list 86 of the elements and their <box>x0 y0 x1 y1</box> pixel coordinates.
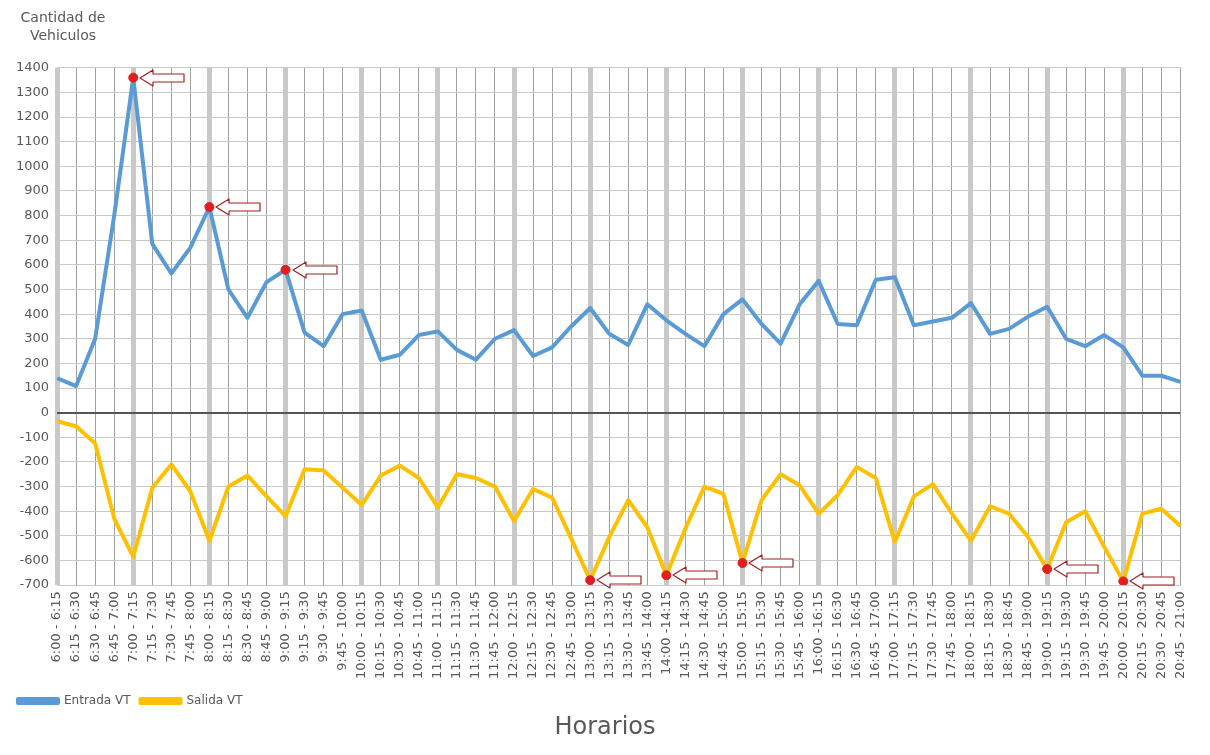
x-tick-label: 7:45 - 8:00 <box>181 591 197 663</box>
y-tick-label: 900 <box>24 182 50 198</box>
x-tick-label: 10:00 - 10:15 <box>353 591 369 680</box>
x-tick-label: 20:00 - 20:15 <box>1114 591 1130 680</box>
y-tick-label: -500 <box>19 527 50 543</box>
x-tick-label: 12:45 - 13:00 <box>562 591 578 680</box>
y-tick-label: -700 <box>19 576 50 592</box>
x-tick-label: 6:00 - 6:15 <box>48 591 64 663</box>
x-tick-label: 15:30 - 15:45 <box>771 591 787 680</box>
y-tick-label: -100 <box>19 428 50 444</box>
x-tick-label: 15:00 - 15:15 <box>733 591 749 680</box>
x-tick-label: 13:45 - 14:00 <box>638 591 654 680</box>
x-tick-label: 6:45 - 7:00 <box>105 591 121 663</box>
x-tick-label: 15:15 - 15:30 <box>752 591 768 680</box>
x-tick-label: 6:30 - 6:45 <box>86 591 102 663</box>
x-tick-label: 18:15 - 18:30 <box>981 591 997 680</box>
y-tick-label: 800 <box>24 206 50 222</box>
y-tick-label: 100 <box>24 379 50 395</box>
x-tick-label: 16:30 - 16:45 <box>848 591 864 680</box>
x-tick-label: 12:00 - 12:15 <box>505 591 521 680</box>
x-tick-label: 16:00 -16:15 <box>810 591 826 675</box>
y-tick-label: -200 <box>19 453 50 469</box>
x-tick-label: 9:45 - 10:00 <box>334 591 350 671</box>
y-tick-label: -600 <box>19 551 50 567</box>
x-tick-label: 19:00 - 19:15 <box>1038 591 1054 680</box>
y-tick-label: 1000 <box>15 157 50 173</box>
y-tick-label: 1400 <box>15 59 50 75</box>
x-tick-label: 13:15 - 13:30 <box>600 591 616 680</box>
x-tick-label: 10:30 - 10:45 <box>391 591 407 680</box>
y-tick-label: -400 <box>19 502 50 518</box>
x-tick-label: 16:15 - 16:30 <box>829 591 845 680</box>
x-tick-label: 13:00 - 13:15 <box>581 591 597 680</box>
y-tick-label: 1200 <box>15 108 50 124</box>
y-tick-label: 700 <box>24 231 50 247</box>
x-tick-label: 16:45 - 17:00 <box>867 591 883 680</box>
x-tick-label: 8:30 - 8:45 <box>238 591 254 663</box>
x-tick-label: 7:00 - 7:15 <box>124 591 140 663</box>
x-tick-label: 18:45 - 19:00 <box>1019 591 1035 680</box>
x-tick-label: 14:45 - 15:00 <box>714 591 730 680</box>
y-tick-label: 200 <box>24 354 50 370</box>
y-tick-label: 600 <box>24 256 50 272</box>
x-tick-label: 18:30 - 18:45 <box>1000 591 1016 680</box>
x-tick-label: 17:45 - 18:00 <box>943 591 959 680</box>
x-tick-label: 8:45 - 9:00 <box>257 591 273 663</box>
y-axis-title: Cantidad de Vehiculos <box>19 8 107 45</box>
x-tick-label: 17:00 - 17:15 <box>886 591 902 680</box>
y-tick-label: 500 <box>24 280 50 296</box>
y-tick-label: 0 <box>40 404 50 420</box>
x-tick-label: 18:00 - 18:15 <box>962 591 978 680</box>
x-tick-label: 17:15 - 17:30 <box>905 591 921 680</box>
x-tick-label: 11:45 - 12:00 <box>486 591 502 680</box>
x-tick-label: 9:00 - 9:15 <box>276 591 292 663</box>
x-tick-label: 6:15 - 6:30 <box>67 591 83 663</box>
x-tick-label: 7:15 - 7:30 <box>143 591 159 663</box>
x-tick-label: 19:15 - 19:30 <box>1057 591 1073 680</box>
x-tick-label: 8:00 - 8:15 <box>200 591 216 663</box>
x-tick-label: 17:30 - 17:45 <box>924 591 940 680</box>
x-tick-label: 11:30 - 11:45 <box>467 591 483 680</box>
x-tick-label: 14:00 -14:15 <box>657 591 673 675</box>
x-tick-label: 19:30 - 19:45 <box>1076 591 1092 680</box>
x-tick-label: 12:30 - 12:45 <box>543 591 559 680</box>
legend-label: Entrada VT <box>64 693 132 708</box>
y-tick-label: 1300 <box>15 83 50 99</box>
y-tick-label: 300 <box>24 330 50 346</box>
x-tick-label: 14:30 - 14:45 <box>695 591 711 680</box>
x-tick-label: 9:30 - 9:45 <box>315 591 331 663</box>
x-tick-label: 8:15 - 8:30 <box>219 591 235 663</box>
x-tick-label: 20:45 - 21:00 <box>1171 591 1187 680</box>
y-tick-label: 1100 <box>15 133 50 149</box>
x-tick-label: 20:15 - 20:30 <box>1133 591 1149 680</box>
x-tick-label: 20:30 - 20:45 <box>1152 591 1168 680</box>
x-tick-label: 11:15 - 11:30 <box>448 591 464 680</box>
x-tick-label: 12:15 - 12:30 <box>524 591 540 680</box>
x-tick-label: 10:15 - 10:30 <box>372 591 388 680</box>
legend-label: Salida VT <box>186 693 244 708</box>
x-tick-label: 11:00 - 11:15 <box>429 591 445 680</box>
y-tick-label: -300 <box>19 477 50 493</box>
x-tick-label: 15:45 - 16:00 <box>790 591 806 680</box>
y-tick-label: 400 <box>24 305 50 321</box>
x-tick-label: 14:15 - 14:30 <box>676 591 692 680</box>
x-tick-label: 10:45 - 11:00 <box>410 591 426 680</box>
x-tick-label: 7:30 - 7:45 <box>162 591 178 663</box>
x-axis-title: Horarios <box>553 711 657 741</box>
x-tick-label: 19:45 - 20:00 <box>1095 591 1111 680</box>
x-tick-label: 9:15 - 9:30 <box>295 591 311 663</box>
x-tick-label: 13:30 - 13:45 <box>619 591 635 680</box>
